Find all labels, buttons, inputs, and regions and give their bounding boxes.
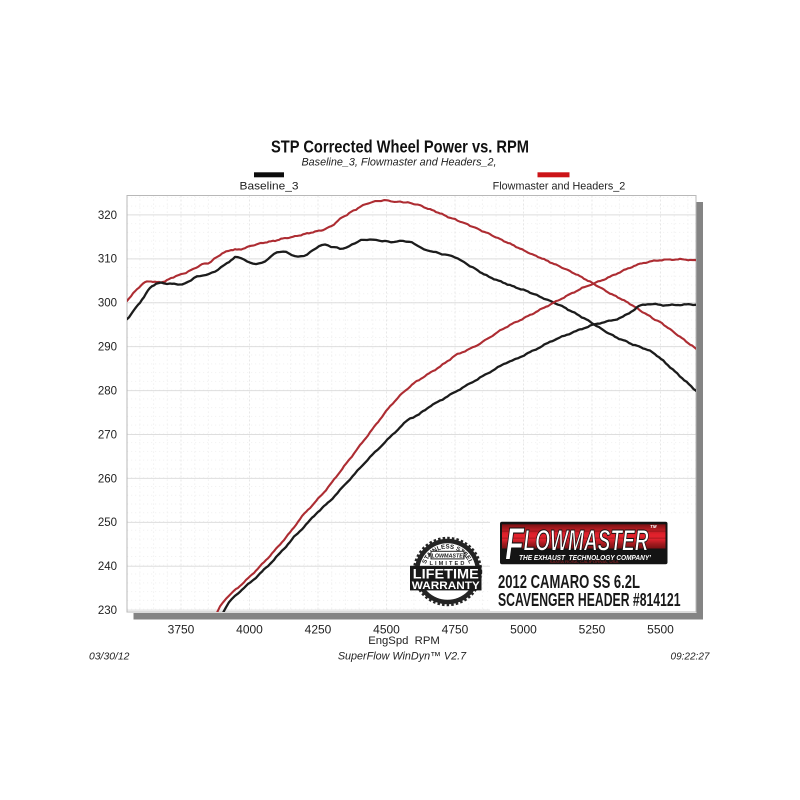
svg-text:2012 CAMARO SS 6.2L: 2012 CAMARO SS 6.2L (498, 572, 640, 592)
svg-text:250: 250 (98, 517, 117, 529)
svg-text:310: 310 (98, 254, 117, 266)
svg-text:WARRANTY: WARRANTY (412, 580, 481, 592)
svg-text:SCAVENGER HEADER #814121: SCAVENGER HEADER #814121 (498, 590, 681, 610)
svg-text:3750: 3750 (168, 623, 195, 637)
svg-text:LOWMASTER: LOWMASTER (524, 524, 649, 557)
svg-text:5000: 5000 (510, 623, 537, 637)
svg-text:270: 270 (98, 429, 117, 441)
svg-text:LIMITED: LIMITED (429, 561, 466, 567)
svg-text:4500: 4500 (373, 623, 400, 637)
svg-text:4750: 4750 (442, 623, 469, 637)
svg-text:F: F (505, 519, 525, 570)
svg-text:290: 290 (98, 342, 117, 354)
svg-text:SANTA ROSA, CALIFORNIA, USA: SANTA ROSA, CALIFORNIA, USA (550, 560, 620, 564)
svg-text:STP Corrected Wheel Power vs.: STP Corrected Wheel Power vs. RPM (271, 136, 529, 156)
svg-text:4250: 4250 (305, 623, 332, 637)
svg-text:FLOWMASTER: FLOWMASTER (428, 553, 467, 559)
svg-text:5250: 5250 (579, 623, 606, 637)
svg-text:TM: TM (650, 524, 657, 529)
svg-text:4000: 4000 (236, 623, 263, 637)
svg-text:300: 300 (98, 298, 117, 310)
svg-text:09:22:27: 09:22:27 (671, 652, 710, 663)
svg-text:260: 260 (98, 473, 117, 485)
svg-text:THE EXHAUST TECHNOLOGY COMPAN: THE EXHAUST TECHNOLOGY COMPANY’ (519, 553, 652, 562)
svg-text:5500: 5500 (647, 623, 674, 637)
svg-text:280: 280 (98, 386, 117, 398)
svg-text:320: 320 (98, 210, 117, 222)
svg-text:Flowmaster and Headers_2: Flowmaster and Headers_2 (493, 180, 626, 192)
svg-text:Baseline_3: Baseline_3 (240, 180, 299, 192)
svg-text:LIFETIME: LIFETIME (413, 567, 479, 582)
svg-text:230: 230 (98, 605, 117, 617)
svg-text:240: 240 (98, 561, 117, 573)
svg-text:EngSpd RPM: EngSpd RPM (368, 635, 440, 647)
svg-text:03/30/12: 03/30/12 (89, 652, 130, 663)
svg-text:SuperFlow WinDyn™ V2.7: SuperFlow WinDyn™ V2.7 (338, 651, 467, 663)
svg-text:Baseline_3, Flowmaster and Hea: Baseline_3, Flowmaster and Headers_2, (301, 156, 496, 168)
